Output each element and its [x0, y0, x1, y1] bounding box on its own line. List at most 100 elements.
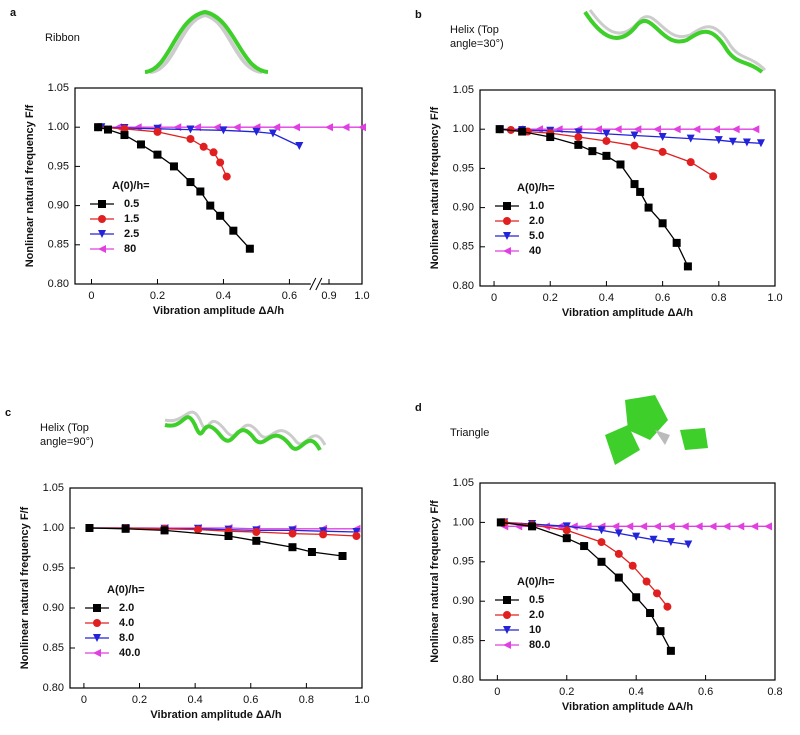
- y-tick-label: 0.85: [453, 241, 474, 253]
- data-point: [653, 589, 661, 598]
- data-point: [613, 125, 622, 134]
- x-tick-label: 0: [81, 694, 87, 706]
- data-point: [597, 557, 606, 566]
- data-point: [614, 529, 623, 538]
- legend-marker: [503, 232, 511, 240]
- data-point: [85, 524, 94, 532]
- data-point: [212, 123, 221, 132]
- data-point: [288, 543, 297, 552]
- y-tick-label: 0.90: [43, 602, 64, 614]
- y-tick-label: 0.80: [453, 674, 474, 686]
- data-point: [683, 262, 692, 271]
- panel-subtitle: Ribbon: [45, 32, 80, 44]
- data-point: [153, 127, 162, 136]
- legend-marker: [503, 611, 511, 619]
- legend-title: A(0)/h=: [112, 180, 150, 192]
- data-point: [602, 151, 611, 160]
- y-tick-label: 0.85: [43, 642, 64, 654]
- data-point: [642, 577, 651, 586]
- data-point: [742, 138, 751, 147]
- data-point: [193, 525, 202, 534]
- legend-marker: [98, 200, 106, 208]
- x-tick-label: 0.2: [543, 292, 558, 304]
- data-point: [268, 129, 277, 138]
- data-point: [222, 172, 231, 181]
- data-point: [94, 123, 103, 132]
- legend-label: 4.0: [119, 617, 134, 629]
- y-tick-label: 1.00: [43, 522, 64, 534]
- x-tick-label: 1.0: [767, 292, 782, 304]
- data-point: [686, 158, 695, 167]
- data-point: [574, 140, 583, 149]
- data-point: [656, 627, 665, 636]
- legend-marker: [98, 230, 106, 238]
- data-point: [186, 125, 195, 134]
- data-point: [630, 180, 639, 189]
- data-point: [169, 162, 178, 171]
- data-point: [121, 524, 130, 533]
- x-tick-label: 0.4: [599, 292, 614, 304]
- data-point: [199, 142, 208, 151]
- data-point: [352, 532, 361, 540]
- y-tick-label: 0.95: [43, 562, 64, 574]
- data-point: [630, 131, 639, 140]
- data-point: [216, 211, 225, 220]
- x-tick-label: 0.8: [711, 292, 726, 304]
- data-point: [672, 238, 681, 247]
- legend-marker: [503, 217, 511, 225]
- y-axis-label: Nonlinear natural frequency F/f: [19, 506, 31, 669]
- legend-label: 1.5: [124, 213, 139, 225]
- data-point: [694, 522, 703, 531]
- data-point: [636, 187, 645, 196]
- x-tick-label: 0.2: [132, 694, 147, 706]
- x-tick-label: 0.6: [282, 290, 297, 302]
- x-tick-label: 0.4: [216, 290, 231, 302]
- data-point: [574, 133, 583, 142]
- legend-label: 8.0: [119, 632, 134, 644]
- x-tick-label: 0.6: [698, 686, 713, 698]
- y-axis-label: Nonlinear natural frequency F/f: [429, 500, 441, 663]
- data-point: [646, 609, 655, 618]
- x-tick-label: 0.6: [655, 292, 670, 304]
- data-point: [252, 127, 261, 136]
- legend-label: 0.5: [124, 198, 139, 210]
- data-point: [672, 125, 681, 134]
- x-tick-label: 0: [491, 292, 497, 304]
- data-point: [120, 124, 129, 133]
- y-tick-label: 0.90: [453, 202, 474, 214]
- data-point: [574, 128, 583, 137]
- data-point: [616, 160, 625, 169]
- data-point: [684, 540, 693, 549]
- panel-subtitle: Helix (Top: [450, 24, 499, 36]
- series-line: [500, 521, 672, 652]
- data-point: [232, 123, 241, 132]
- y-tick-label: 0.90: [48, 200, 69, 212]
- data-point: [136, 140, 145, 149]
- data-point: [639, 522, 648, 531]
- data-point: [709, 172, 718, 181]
- data-point: [658, 219, 667, 228]
- data-point: [569, 522, 578, 531]
- legend-marker: [503, 596, 511, 604]
- panel-subtitle: Helix (Top: [40, 422, 89, 434]
- data-point: [653, 522, 661, 531]
- y-tick-label: 0.80: [453, 280, 474, 292]
- data-point: [653, 125, 661, 134]
- data-point: [120, 131, 129, 140]
- data-point: [295, 142, 304, 151]
- data-point: [272, 123, 281, 132]
- y-tick-label: 1.00: [453, 516, 474, 528]
- data-point: [736, 522, 745, 531]
- data-point: [245, 244, 254, 253]
- data-point: [680, 522, 689, 531]
- legend-marker: [93, 634, 101, 642]
- plot-frame: [74, 87, 363, 285]
- inset-ribbon: [144, 9, 269, 74]
- x-axis-label: Vibration amplitude ΔA/h: [562, 307, 693, 319]
- data-point: [708, 522, 717, 531]
- y-tick-label: 1.00: [48, 121, 69, 133]
- legend-label: 1.0: [529, 200, 544, 212]
- panel-label: d: [415, 402, 422, 414]
- legend-label: 80.0: [529, 639, 550, 651]
